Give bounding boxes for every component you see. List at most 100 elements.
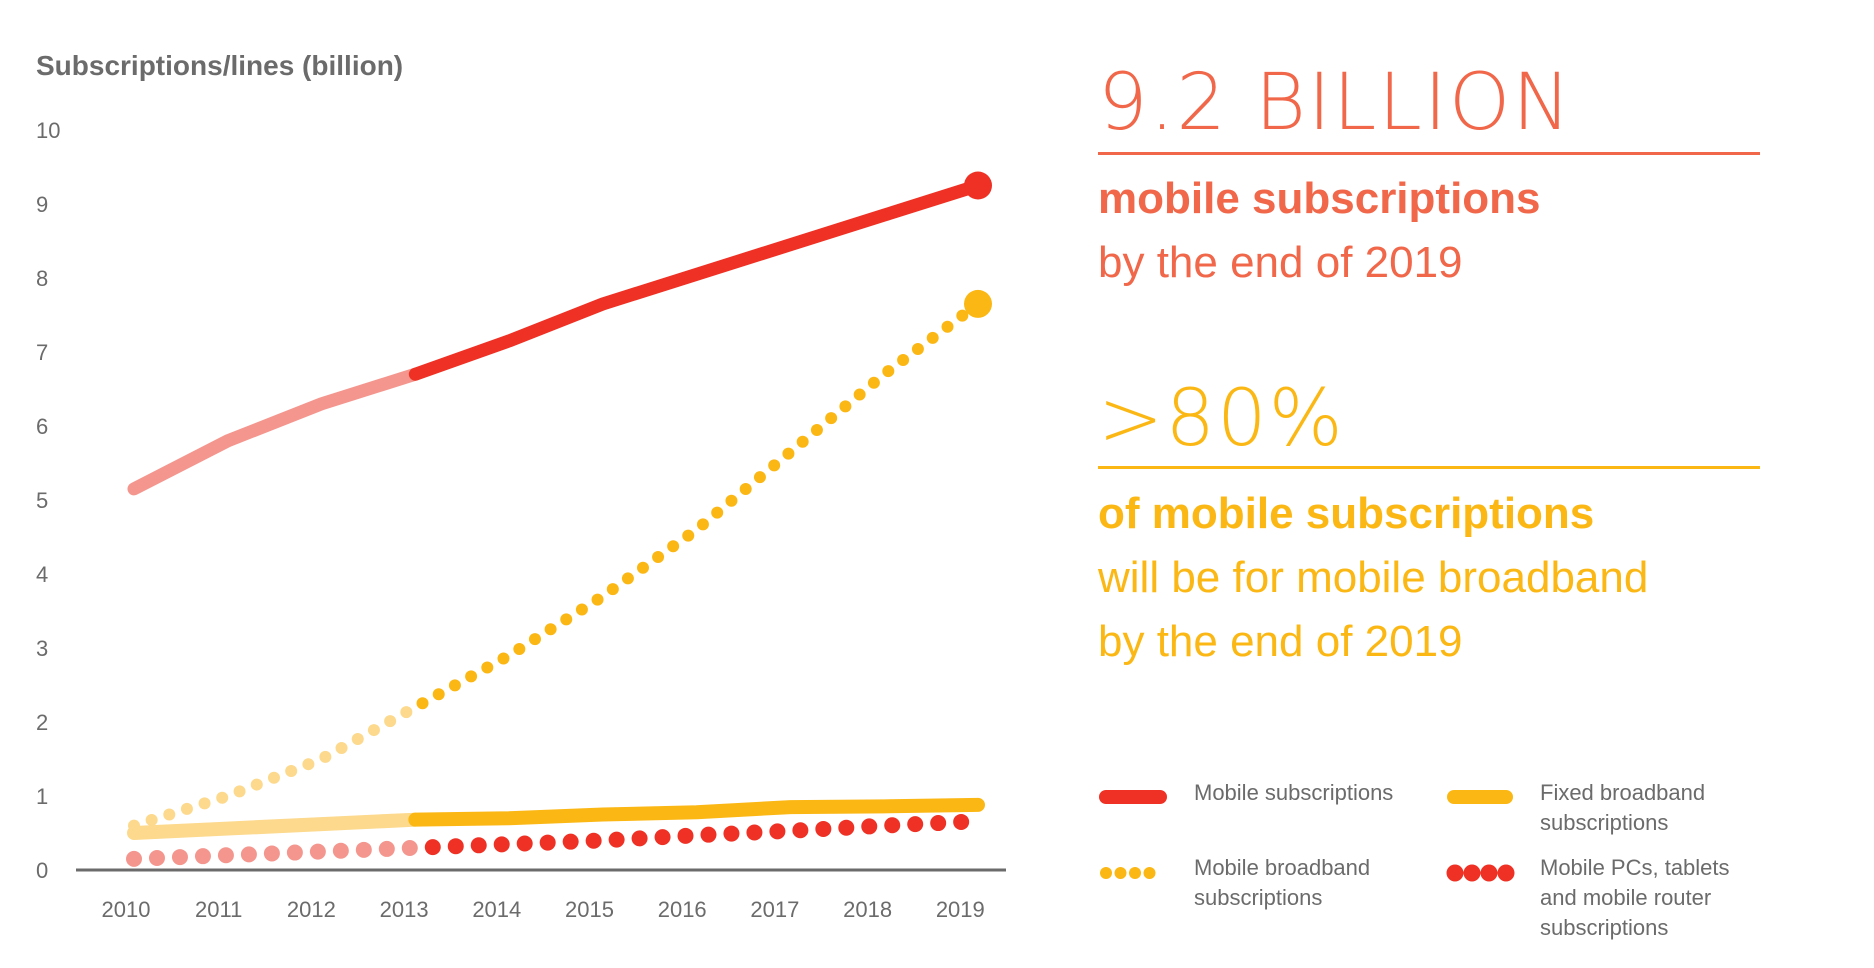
- headline-mbb-line1: of mobile subscriptions: [1098, 489, 1595, 538]
- mobile-subscriptions-end-marker: [964, 171, 992, 200]
- mobile-pcs-dot: [470, 837, 487, 854]
- x-tick-label: 2017: [750, 897, 799, 922]
- mobile-pcs-dot: [194, 848, 211, 865]
- mobile-pcs-dot: [677, 827, 694, 844]
- mobile-pcs-dot: [562, 833, 579, 850]
- mobile-broadband-dot: [739, 482, 752, 495]
- headline-mobile-line1: mobile subscriptions: [1098, 174, 1541, 223]
- x-tick-label: 2019: [936, 897, 985, 922]
- y-tick-label: 0: [36, 858, 48, 883]
- mobile-pcs-dot: [493, 836, 510, 853]
- mobile-pcs-dot: [746, 824, 763, 841]
- mobile-pcs-dot: [907, 816, 924, 833]
- y-tick-label: 4: [36, 562, 48, 587]
- mobile-pcs-dot: [401, 840, 418, 857]
- mobile-broadband-dot: [384, 715, 397, 728]
- mobile-pcs-dot: [286, 844, 303, 861]
- mobile-broadband-dot: [768, 459, 781, 472]
- mobile-broadband-dot: [782, 447, 795, 460]
- mobile-broadband-dot: [285, 764, 298, 777]
- legend-swatch-mbb-dot: [1100, 867, 1112, 879]
- mobile-pcs-dot: [240, 846, 257, 863]
- mobile-pcs-dot: [723, 825, 740, 842]
- legend-mbb: Mobile broadband subscriptions: [1194, 855, 1371, 910]
- mobile-broadband-dot: [145, 814, 158, 827]
- mobile-broadband-dot: [956, 309, 969, 322]
- mobile-broadband-dot: [528, 633, 541, 646]
- mobile-pcs-dot: [930, 815, 947, 832]
- mobile-broadband-dot: [796, 435, 809, 448]
- legend-swatch-pcs-dot: [1463, 864, 1481, 882]
- headline-mbb-value: >80%: [1098, 374, 1345, 464]
- mobile-broadband-dot: [575, 603, 588, 616]
- legend-fixed: Fixed broadband subscriptions: [1540, 780, 1706, 835]
- mobile-pcs-dot: [585, 832, 602, 849]
- mobile-pcs-dot: [884, 817, 901, 834]
- mobile-pcs-dot: [171, 849, 188, 866]
- mobile-pcs-dot: [332, 842, 349, 859]
- mobile-broadband-dot: [696, 518, 709, 531]
- mobile-broadband-dot: [725, 494, 738, 507]
- mobile-subscriptions-line: [127, 367, 422, 496]
- mobile-broadband-dot: [606, 583, 619, 596]
- mobile-pcs-dot: [309, 843, 326, 860]
- mobile-pcs-dot: [126, 850, 142, 867]
- mobile-broadband-dot: [267, 771, 280, 784]
- y-tick-label: 7: [36, 340, 48, 365]
- mobile-pcs-dot: [263, 845, 280, 862]
- x-tick-label: 2013: [380, 897, 429, 922]
- mobile-broadband-dot: [216, 791, 229, 804]
- mobile-broadband-dot: [416, 697, 429, 710]
- y-tick-label: 3: [36, 636, 48, 661]
- mobile-broadband-dot: [544, 623, 557, 636]
- mobile-broadband-dot: [941, 320, 954, 333]
- mobile-broadband-dot: [591, 593, 604, 606]
- mobile-broadband-dot: [897, 354, 910, 367]
- y-axis-title: Subscriptions/lines (billion): [36, 50, 404, 81]
- x-tick-label: 2016: [658, 897, 707, 922]
- x-tick-label: 2010: [102, 897, 151, 922]
- y-tick-label: 8: [36, 266, 48, 291]
- mobile-pcs-dot: [654, 829, 671, 846]
- headline-mbb-line3: by the end of 2019: [1098, 617, 1463, 666]
- mobile-broadband-dot: [367, 724, 380, 737]
- mobile-broadband-dot: [926, 331, 939, 344]
- x-tick-label: 2011: [195, 897, 242, 922]
- legend-swatch-mbb-dot: [1114, 867, 1127, 879]
- mobile-broadband-dot: [335, 741, 348, 754]
- mobile-broadband-dot: [465, 670, 478, 683]
- mobile-broadband-dot: [882, 365, 895, 378]
- mobile-broadband-dot: [810, 423, 823, 436]
- legend-swatch-pcs-dot: [1480, 864, 1498, 882]
- y-tick-label: 10: [36, 118, 60, 143]
- mobile-broadband-dot: [911, 342, 924, 355]
- mobile-pcs-dot: [217, 847, 234, 864]
- y-tick-label: 1: [36, 784, 48, 809]
- mobile-pcs-dot: [516, 835, 533, 852]
- headline-mobile-line2: by the end of 2019: [1098, 238, 1463, 287]
- mobile-pcs-dot: [792, 822, 809, 839]
- mobile-broadband-dot: [448, 679, 461, 692]
- mobile-pcs-dot: [378, 840, 395, 857]
- mobile-broadband-dot: [825, 412, 838, 425]
- mobile-broadband-dot: [839, 400, 852, 413]
- mobile-broadband-dot: [432, 688, 445, 701]
- mobile-broadband-end-marker: [964, 289, 992, 318]
- mobile-broadband-dot: [400, 706, 413, 719]
- mobile-pcs-dot: [861, 818, 878, 835]
- mobile-pcs-dot: [608, 831, 625, 848]
- y-tick-label: 9: [36, 192, 48, 217]
- mobile-broadband-dot: [233, 785, 246, 798]
- mobile-broadband-dot: [667, 540, 680, 553]
- headline-mobile-value: 9.2 BILLION: [1098, 58, 1573, 148]
- mobile-pcs-dot: [838, 819, 855, 836]
- legend-swatch-mbb-dot: [1129, 867, 1141, 879]
- y-tick-label: 6: [36, 414, 48, 439]
- mobile-broadband-dot: [682, 529, 695, 542]
- mobile-broadband-dot: [163, 808, 176, 821]
- mobile-broadband-dot: [636, 561, 649, 574]
- mobile-pcs-dot: [355, 841, 372, 858]
- mobile-pcs-dot: [148, 849, 165, 866]
- mobile-pcs-dot: [424, 839, 441, 856]
